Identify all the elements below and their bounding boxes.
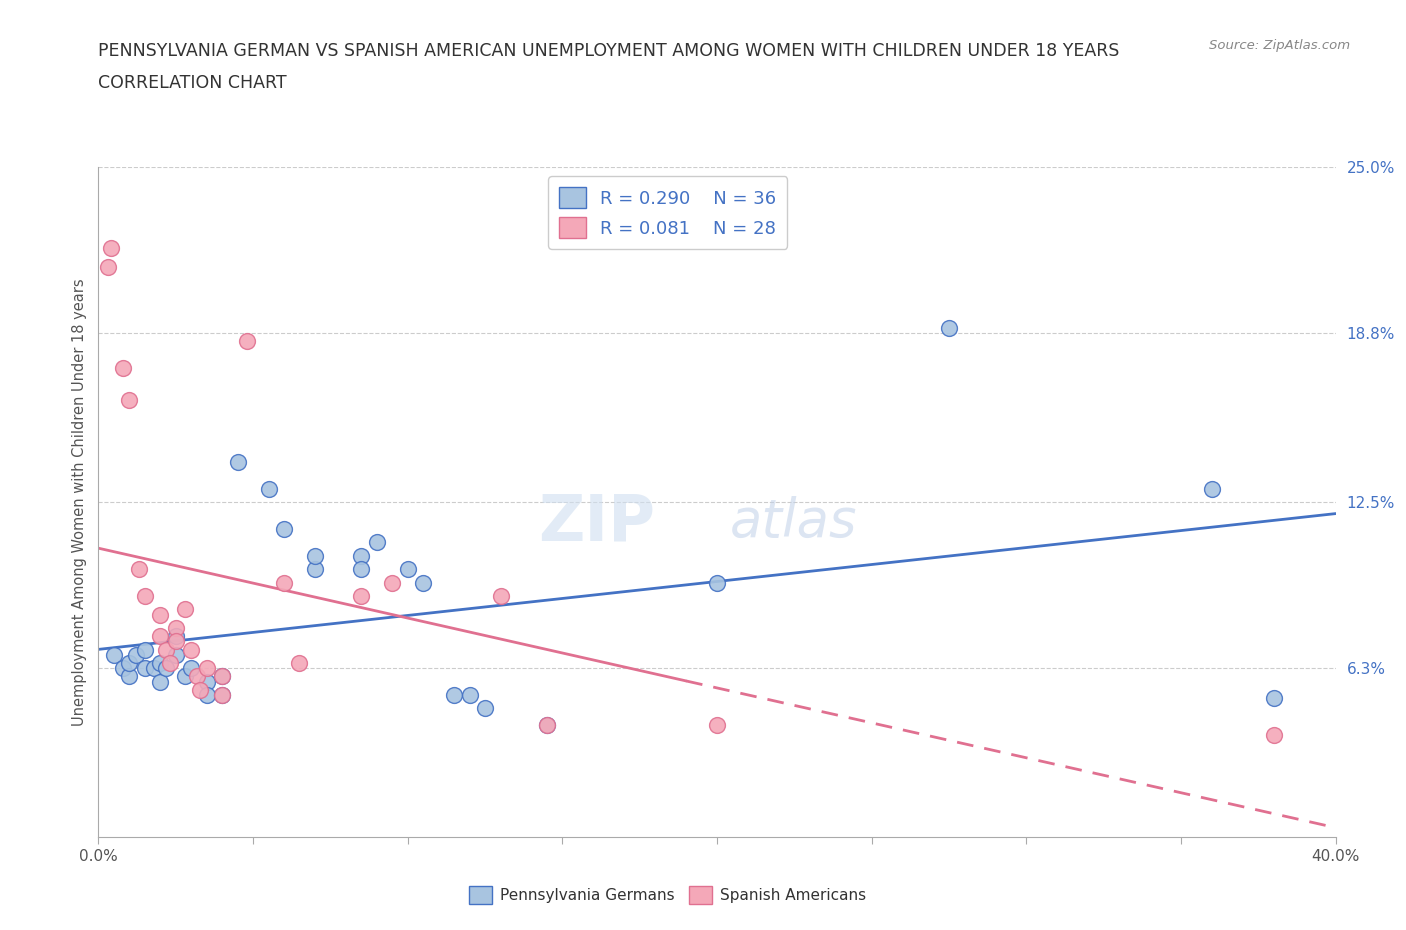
Point [304, 549, 326, 564]
Point [134, 589, 156, 604]
Point [211, 669, 233, 684]
Point [174, 602, 197, 617]
Point [195, 687, 218, 702]
Point [257, 482, 280, 497]
Point [1263, 690, 1285, 705]
Point [195, 674, 218, 689]
Point [112, 361, 135, 376]
Point [536, 717, 558, 732]
Point [288, 656, 311, 671]
Text: ZIP: ZIP [538, 491, 655, 553]
Point [190, 683, 212, 698]
Point [118, 669, 141, 684]
Point [350, 589, 373, 604]
Point [165, 647, 187, 662]
Point [97, 259, 120, 274]
Point [273, 575, 295, 590]
Point [134, 661, 156, 676]
Point [938, 321, 960, 336]
Point [143, 661, 166, 676]
Point [155, 642, 177, 657]
Point [443, 687, 465, 702]
Point [134, 642, 156, 657]
Point [489, 589, 512, 604]
Point [165, 629, 187, 644]
Point [149, 629, 172, 644]
Point [149, 656, 172, 671]
Point [159, 656, 181, 671]
Point [304, 562, 326, 577]
Point [412, 575, 434, 590]
Point [226, 455, 249, 470]
Point [186, 669, 208, 684]
Point [100, 240, 122, 255]
Point [211, 687, 233, 702]
Text: atlas: atlas [730, 497, 856, 549]
Text: CORRELATION CHART: CORRELATION CHART [98, 74, 287, 92]
Point [128, 562, 150, 577]
Point [174, 669, 197, 684]
Legend: Pennsylvania Germans, Spanish Americans: Pennsylvania Germans, Spanish Americans [463, 880, 872, 910]
Point [536, 717, 558, 732]
Point [211, 669, 233, 684]
Point [124, 647, 146, 662]
Point [155, 661, 177, 676]
Text: PENNSYLVANIA GERMAN VS SPANISH AMERICAN UNEMPLOYMENT AMONG WOMEN WITH CHILDREN U: PENNSYLVANIA GERMAN VS SPANISH AMERICAN … [98, 42, 1119, 60]
Point [236, 334, 259, 349]
Point [180, 642, 202, 657]
Point [165, 620, 187, 635]
Point [103, 647, 125, 662]
Point [118, 656, 141, 671]
Point [1263, 728, 1285, 743]
Point [458, 687, 481, 702]
Text: Source: ZipAtlas.com: Source: ZipAtlas.com [1209, 39, 1350, 52]
Point [706, 717, 728, 732]
Point [396, 562, 419, 577]
Point [112, 661, 135, 676]
Point [118, 393, 141, 408]
Point [180, 661, 202, 676]
Y-axis label: Unemployment Among Women with Children Under 18 years: Unemployment Among Women with Children U… [72, 278, 87, 726]
Point [149, 607, 172, 622]
Point [165, 634, 187, 649]
Point [706, 575, 728, 590]
Point [149, 674, 172, 689]
Point [1201, 482, 1223, 497]
Point [211, 687, 233, 702]
Point [273, 522, 295, 537]
Point [195, 661, 218, 676]
Point [381, 575, 404, 590]
Point [350, 562, 373, 577]
Point [366, 535, 388, 550]
Point [350, 549, 373, 564]
Point [474, 701, 496, 716]
